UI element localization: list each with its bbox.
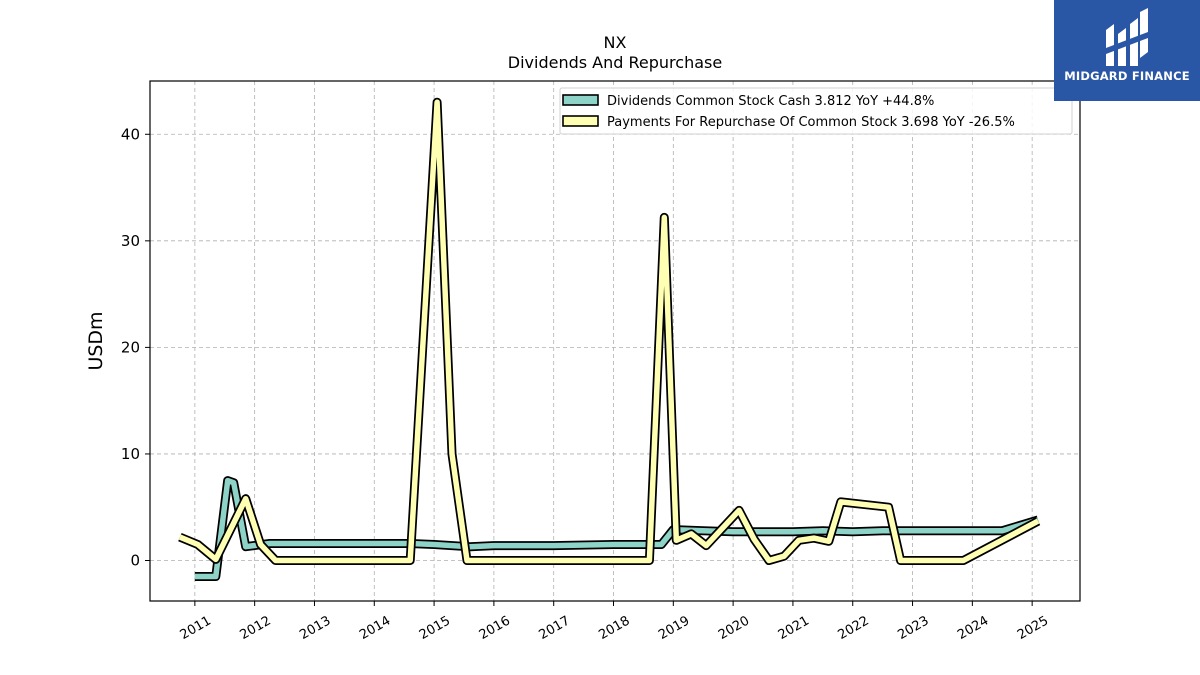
legend-entry-label: Dividends Common Stock Cash 3.812 YoY +4…	[607, 94, 934, 109]
y-tick-label: 10	[121, 445, 140, 463]
x-tick-label: 2014	[357, 613, 393, 643]
x-tick-label: 2025	[1015, 613, 1051, 643]
series-line-2	[178, 99, 1040, 564]
y-axis-label: USDm	[85, 311, 107, 370]
x-tick-label: 2023	[895, 613, 931, 643]
y-tick-label: 20	[121, 338, 140, 356]
x-tick-label: 2016	[477, 613, 513, 643]
y-axis: 0 10 20 30 40	[121, 125, 150, 570]
x-tick-label: 2013	[297, 613, 333, 643]
brand-logo: MIDGARD FINANCE	[1054, 0, 1200, 101]
y-tick-label: 40	[121, 125, 140, 143]
x-tick-label: 2024	[955, 613, 991, 643]
chart-title: NX	[604, 33, 627, 52]
plot-area	[149, 80, 1081, 602]
series-lines	[178, 97, 1041, 581]
x-tick-label: 2011	[178, 613, 214, 643]
series-outline-2	[178, 97, 1041, 565]
chart-subtitle: Dividends And Repurchase	[508, 53, 722, 72]
y-tick-label: 30	[121, 232, 140, 250]
brand-mark-icon	[1106, 8, 1148, 66]
brand-name: MIDGARD FINANCE	[1064, 69, 1190, 83]
x-tick-label: 2020	[716, 613, 752, 643]
x-tick-label: 2017	[537, 613, 573, 643]
x-tick-label: 2019	[656, 613, 692, 643]
grid	[150, 81, 1080, 601]
x-tick-label: 2021	[776, 613, 812, 643]
legend-box	[559, 87, 1073, 135]
legend: Dividends Common Stock Cash 3.812 YoY +4…	[559, 87, 1073, 135]
x-tick-label: 2015	[417, 613, 453, 643]
legend-entry-label: Payments For Repurchase Of Common Stock …	[607, 115, 1015, 130]
legend-swatch	[562, 115, 599, 127]
x-tick-label: 2012	[238, 613, 274, 643]
x-tick-label: 2022	[836, 613, 872, 643]
y-tick-label: 0	[130, 552, 140, 570]
x-axis: 2011 2012 2013 2014 2015 2016 2017 2018 2019 2020…	[178, 601, 1051, 643]
x-tick-label: 2018	[596, 613, 632, 643]
legend-swatch	[562, 94, 599, 106]
